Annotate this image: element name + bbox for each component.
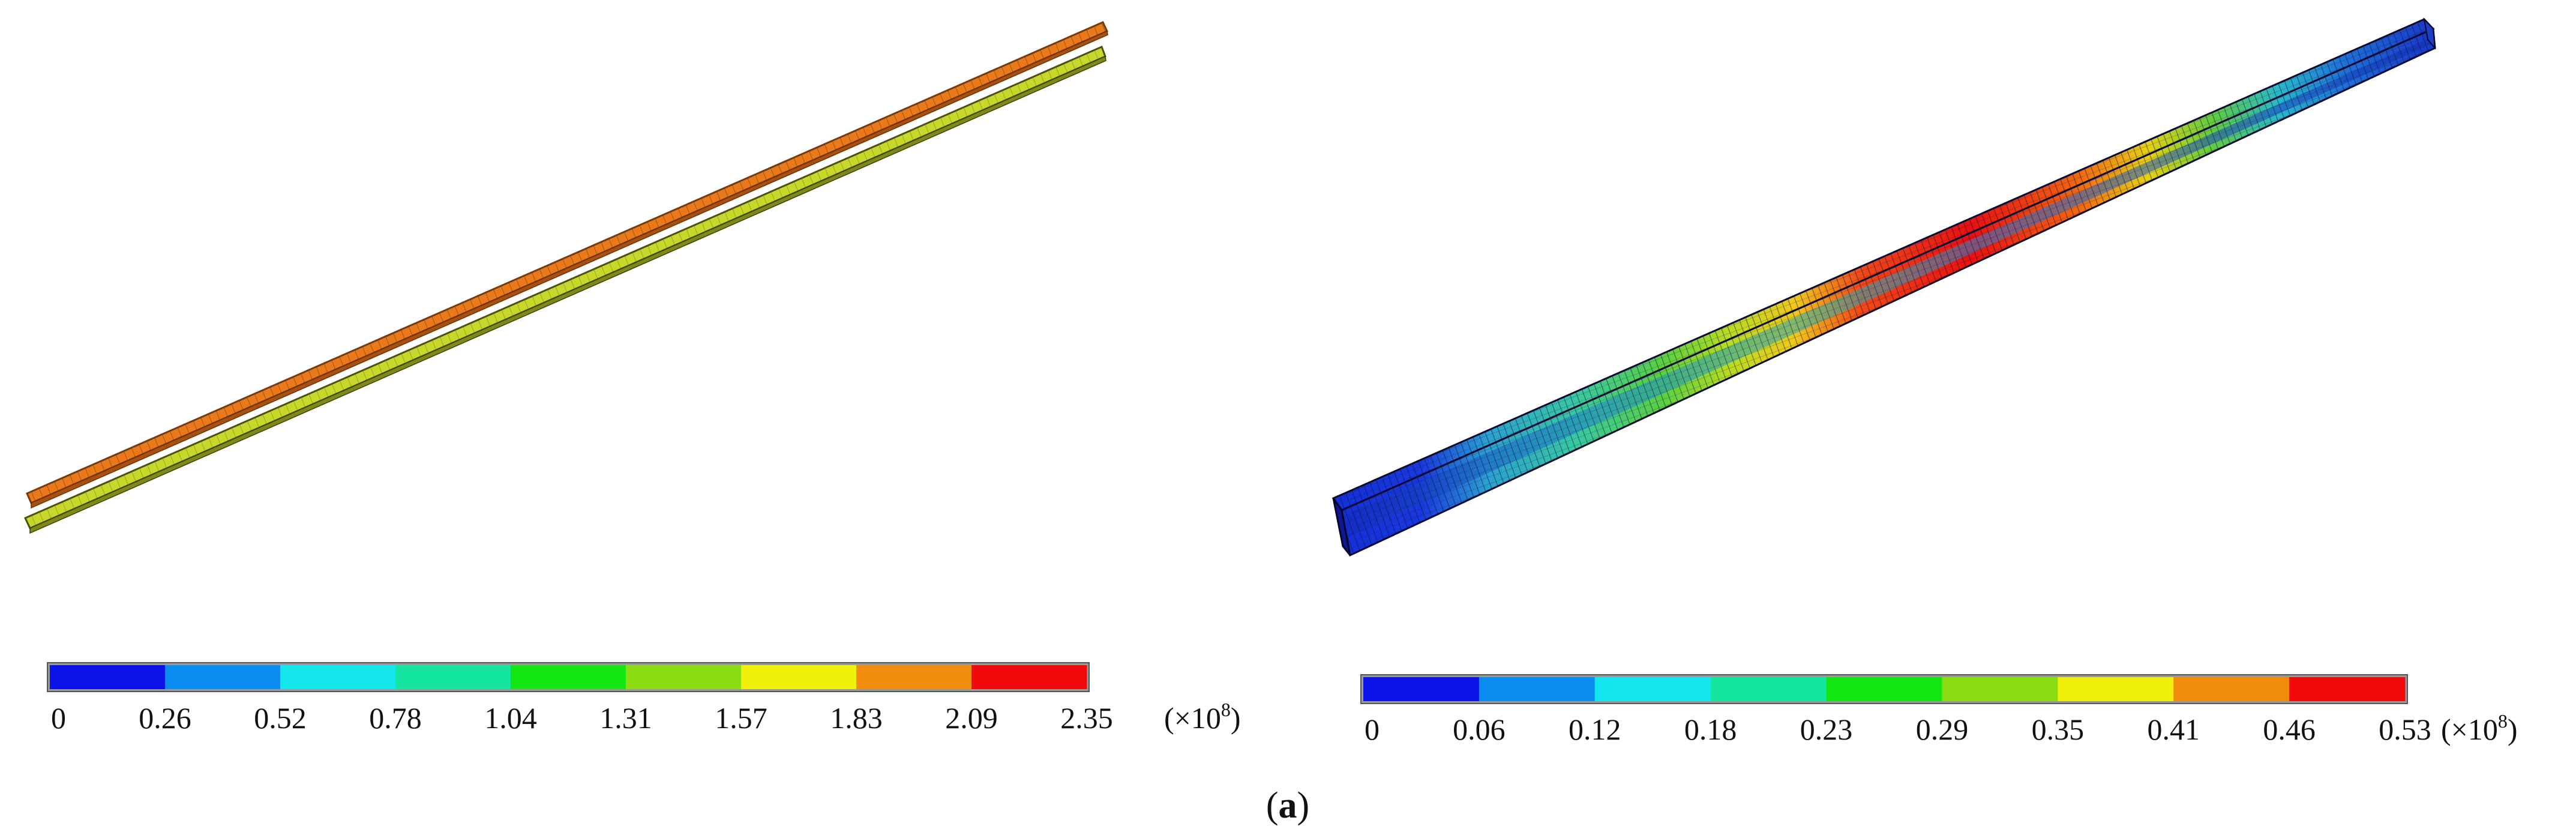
colorbar-segment-0 — [50, 665, 166, 689]
colorbar-segment-1 — [1479, 677, 1596, 701]
colorbar-tick-label: 0.26 — [139, 701, 191, 735]
figure-caption: (a) — [1266, 785, 1309, 826]
colorbar-segment-7 — [856, 665, 972, 689]
left-colorbar-legend: 0 0.26 0.52 0.78 1.04 1.31 1.57 1.83 2.09 2.35 (×1… — [47, 662, 1241, 735]
colorbar-unit-label: (×108) — [2441, 710, 2518, 746]
colorbar-segment-3 — [1710, 677, 1827, 701]
colorbar-segment-0 — [1363, 677, 1480, 701]
right-colorbar-legend: 0 0.06 0.12 0.18 0.23 0.29 0.35 0.41 0.46 0.53 (×1… — [1360, 674, 2518, 746]
colorbar-segment-8 — [971, 665, 1087, 689]
colorbar-tick-label: 2.09 — [945, 701, 998, 735]
colorbar-tick-label: 0.53 — [2379, 713, 2431, 746]
colorbar-segment-4 — [1826, 677, 1942, 701]
colorbar-tick-label: 0.78 — [369, 701, 422, 735]
colorbar-tick-label: 0.23 — [1800, 713, 1853, 746]
colorbar-segment-3 — [395, 665, 511, 689]
colorbar-tick-label: 0.29 — [1916, 713, 1969, 746]
colorbar-segment-6 — [2058, 677, 2174, 701]
colorbar-segment-1 — [165, 665, 281, 689]
caption-open: ( — [1266, 785, 1279, 826]
colorbar-tick-label: 1.04 — [484, 701, 537, 735]
caption-close: ) — [1297, 785, 1310, 826]
colorbar-tick-label: 0.06 — [1453, 713, 1506, 746]
unit-prefix: (×10 — [2441, 713, 2498, 746]
unit-suffix: ) — [2508, 713, 2518, 746]
colorbar-segment-8 — [2289, 677, 2406, 701]
caption-letter: a — [1279, 785, 1297, 826]
colorbar-unit-label: (×108) — [1164, 699, 1241, 735]
colorbar-tick-label: 1.31 — [599, 701, 652, 735]
colorbar-tick-label: 0 — [1365, 713, 1380, 746]
colorbar-tick-label: 2.35 — [1060, 701, 1113, 735]
colorbar-tick-label: 0.52 — [254, 701, 307, 735]
right-beam-model — [1332, 17, 2436, 557]
colorbar-tick-label: 1.57 — [715, 701, 767, 735]
colorbar-tick-label: 0.46 — [2263, 713, 2316, 746]
colorbar-segment-7 — [2173, 677, 2290, 701]
unit-suffix: ) — [1231, 701, 1241, 735]
upper-beam — [26, 21, 1109, 509]
colorbar-segment-2 — [1594, 677, 1711, 701]
colorbar-segment-5 — [1942, 677, 2058, 701]
unit-exponent: 8 — [2498, 710, 2508, 732]
left-beam-model — [23, 21, 1109, 534]
colorbar-tick-label: 0.18 — [1684, 713, 1737, 746]
colorbar-segment-6 — [741, 665, 857, 689]
colorbar-tick-label: 0 — [51, 701, 66, 735]
colorbar-segment-2 — [280, 665, 396, 689]
unit-prefix: (×10 — [1164, 701, 1221, 735]
unit-exponent: 8 — [1221, 699, 1231, 720]
colorbar-tick-label: 1.83 — [830, 701, 883, 735]
lower-beam — [23, 45, 1106, 534]
colorbar-tick-label: 0.12 — [1569, 713, 1621, 746]
colorbar-tick-label: 0.41 — [2147, 713, 2200, 746]
colorbar-tick-label: 0.35 — [2032, 713, 2085, 746]
colorbar-segment-5 — [626, 665, 742, 689]
colorbar-segment-4 — [511, 665, 626, 689]
